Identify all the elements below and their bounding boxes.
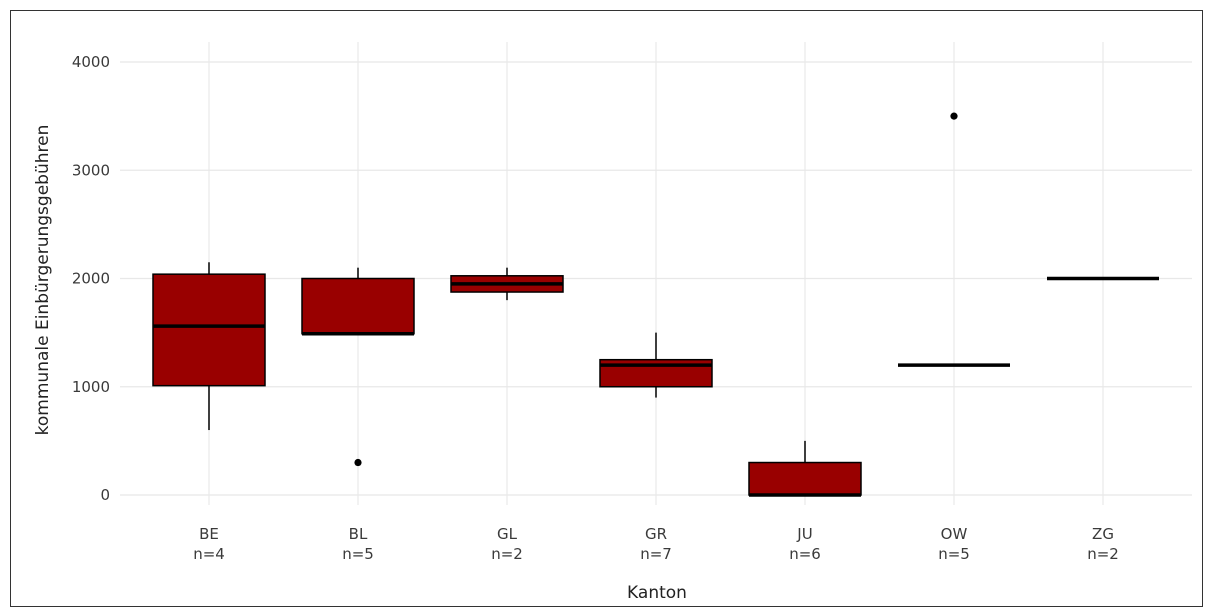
y-tick-label: 2000 — [72, 270, 110, 288]
y-axis-title: kommunale Einbürgerungsgebühren — [33, 125, 53, 436]
box-body — [301, 277, 415, 335]
grid-layer — [120, 42, 1192, 505]
x-tick-n-label: n=5 — [342, 545, 374, 563]
box-ow — [898, 112, 1010, 367]
x-tick-n-label: n=2 — [491, 545, 523, 563]
x-tick-label: JU — [796, 525, 812, 543]
x-tick-label: OW — [941, 525, 968, 543]
label-layer: 0 1000 2000 3000 4000 BE n=4 BL n=5 GL n=2 GR n=7 JU n… — [72, 53, 1119, 563]
y-tick-label: 1000 — [72, 378, 110, 396]
outlier-point — [354, 458, 362, 467]
y-tick-label: 0 — [100, 486, 110, 504]
y-tick-label: 3000 — [72, 161, 110, 179]
x-axis-title: Kanton — [627, 583, 687, 603]
x-tick-label: GL — [497, 525, 518, 543]
box-ju — [748, 440, 862, 497]
box-layer — [152, 112, 1159, 497]
y-tick-label: 4000 — [72, 53, 110, 71]
box-gr — [599, 332, 713, 398]
box-body — [152, 273, 266, 387]
x-tick-label: ZG — [1092, 525, 1114, 543]
box-be — [152, 262, 266, 431]
box-bl — [301, 267, 415, 467]
x-tick-n-label: n=6 — [789, 545, 821, 563]
x-tick-n-label: n=5 — [938, 545, 970, 563]
box-gl — [450, 267, 564, 301]
x-tick-n-label: n=7 — [640, 545, 672, 563]
x-tick-label: GR — [645, 525, 667, 543]
box-body — [748, 461, 862, 496]
x-tick-n-label: n=4 — [193, 545, 225, 563]
outlier-point — [950, 112, 958, 120]
x-tick-n-label: n=2 — [1087, 545, 1119, 563]
x-tick-label: BL — [349, 525, 368, 543]
x-tick-label: BE — [199, 525, 219, 543]
